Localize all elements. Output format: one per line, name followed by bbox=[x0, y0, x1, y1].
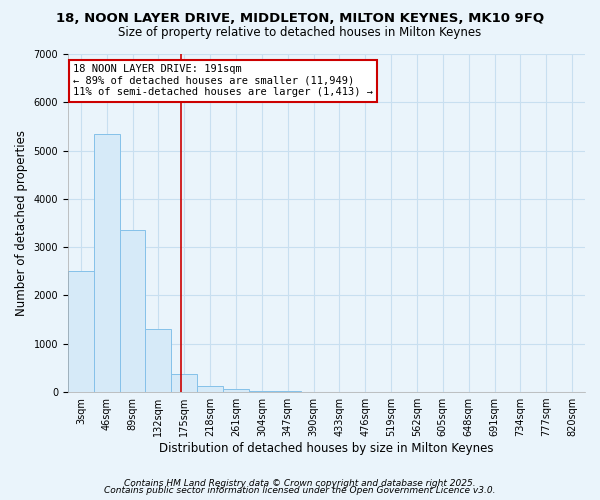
Bar bbox=[172, 374, 197, 392]
Bar bbox=[223, 389, 249, 392]
X-axis label: Distribution of detached houses by size in Milton Keynes: Distribution of detached houses by size … bbox=[159, 442, 494, 455]
Bar bbox=[68, 272, 94, 392]
Text: Size of property relative to detached houses in Milton Keynes: Size of property relative to detached ho… bbox=[118, 26, 482, 39]
Text: Contains public sector information licensed under the Open Government Licence v3: Contains public sector information licen… bbox=[104, 486, 496, 495]
Text: 18 NOON LAYER DRIVE: 191sqm
← 89% of detached houses are smaller (11,949)
11% of: 18 NOON LAYER DRIVE: 191sqm ← 89% of det… bbox=[73, 64, 373, 98]
Bar bbox=[249, 390, 275, 392]
Text: 18, NOON LAYER DRIVE, MIDDLETON, MILTON KEYNES, MK10 9FQ: 18, NOON LAYER DRIVE, MIDDLETON, MILTON … bbox=[56, 12, 544, 26]
Y-axis label: Number of detached properties: Number of detached properties bbox=[15, 130, 28, 316]
Text: Contains HM Land Registry data © Crown copyright and database right 2025.: Contains HM Land Registry data © Crown c… bbox=[124, 478, 476, 488]
Bar bbox=[145, 330, 172, 392]
Bar bbox=[197, 386, 223, 392]
Bar bbox=[119, 230, 145, 392]
Bar bbox=[94, 134, 119, 392]
